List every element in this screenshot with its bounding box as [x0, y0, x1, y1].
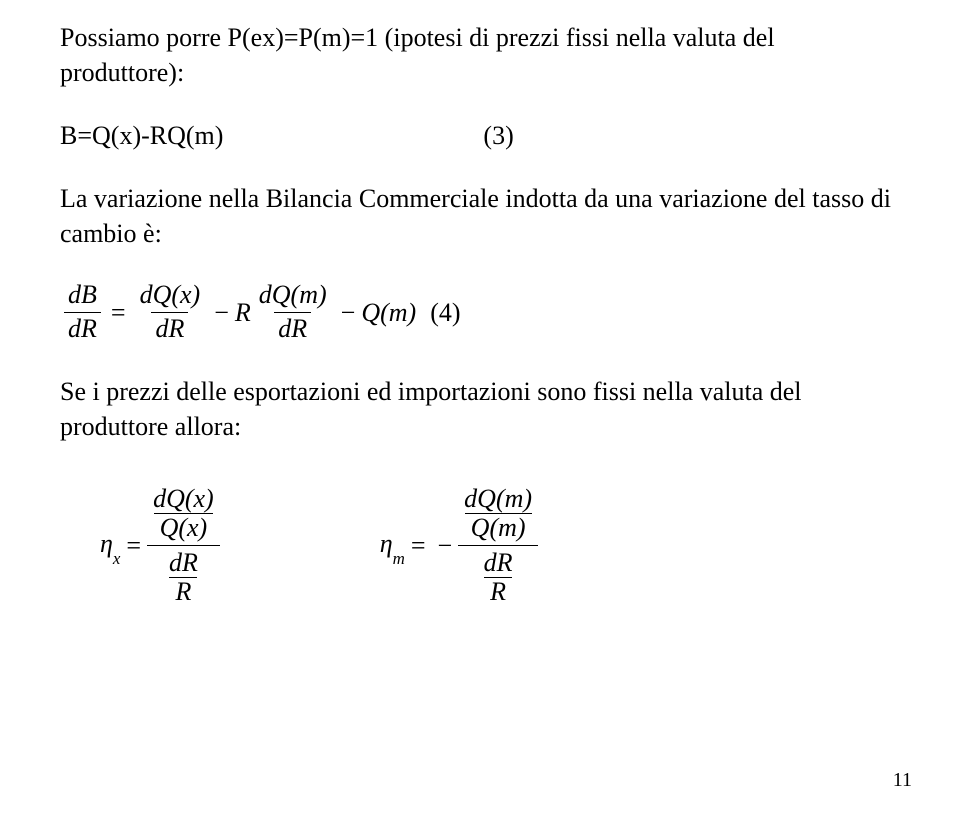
eq4-dR2: dR [151, 312, 188, 344]
eta-greek-1: η [100, 529, 113, 558]
eq4-dQm: dQ(m) [255, 281, 331, 312]
eta-m-equals: = [411, 528, 426, 563]
eta-x-definition: ηx = dQ(x) Q(x) dR R [100, 486, 220, 605]
paragraph-3: Se i prezzi delle esportazioni ed import… [60, 374, 900, 444]
equation-4: dB dR = dQ(x) dR − R dQ(m) dR − Q(m) (4) [60, 281, 900, 343]
equation-3: B=Q(x)-RQ(m) (3) [60, 118, 900, 153]
eq4-frac-dQmdR: dQ(m) dR [255, 281, 331, 343]
eta-m-num-top: dQ(m) [458, 486, 538, 513]
eta-m-definition: ηm = − dQ(m) Q(m) dR R [380, 486, 538, 605]
eta-x-den-bot: R [169, 577, 197, 605]
eq4-equals: = [111, 295, 126, 330]
eta-x-fraction: dQ(x) Q(x) dR R [147, 486, 220, 605]
eta-m-num-bot: Q(m) [465, 513, 532, 541]
eq4-dR3: dR [274, 312, 311, 344]
eta-definitions: ηx = dQ(x) Q(x) dR R [100, 486, 900, 605]
eq4-dR1: dR [64, 312, 101, 344]
equation-3-number: (3) [483, 118, 513, 153]
eta-x-symbol: ηx [100, 526, 120, 565]
eq4-dB: dB [64, 281, 101, 312]
eta-m-den-top: dR [478, 550, 519, 577]
eq4-minus1: − [214, 295, 229, 330]
eta-greek-2: η [380, 529, 393, 558]
eta-m-symbol: ηm [380, 526, 405, 565]
eq4-minus2: − [341, 295, 356, 330]
eq4-dQx: dQ(x) [136, 281, 205, 312]
page-number: 11 [893, 767, 912, 794]
eq4-frac-dBdR: dB dR [64, 281, 101, 343]
paragraph-2: La variazione nella Bilancia Commerciale… [60, 181, 900, 251]
eta-x-den-top: dR [163, 550, 204, 577]
eta-x-num-bot: Q(x) [154, 513, 214, 541]
equation-4-number: (4) [430, 295, 460, 330]
eq4-frac-dQxdR: dQ(x) dR [136, 281, 205, 343]
equation-3-lhs: B=Q(x)-RQ(m) [60, 118, 223, 153]
eq4-Qm: Q(m) [361, 295, 416, 330]
eta-m-den-bot: R [484, 577, 512, 605]
eq4-R: R [235, 295, 251, 330]
eta-m-neg: − [438, 528, 453, 563]
eta-sub-x: x [113, 549, 121, 568]
eta-m-fraction: dQ(m) Q(m) dR R [458, 486, 538, 605]
paragraph-1: Possiamo porre P(ex)=P(m)=1 (ipotesi di … [60, 20, 900, 90]
eta-x-equals: = [126, 528, 141, 563]
eta-sub-m: m [393, 549, 405, 568]
eta-x-num-top: dQ(x) [147, 486, 220, 513]
